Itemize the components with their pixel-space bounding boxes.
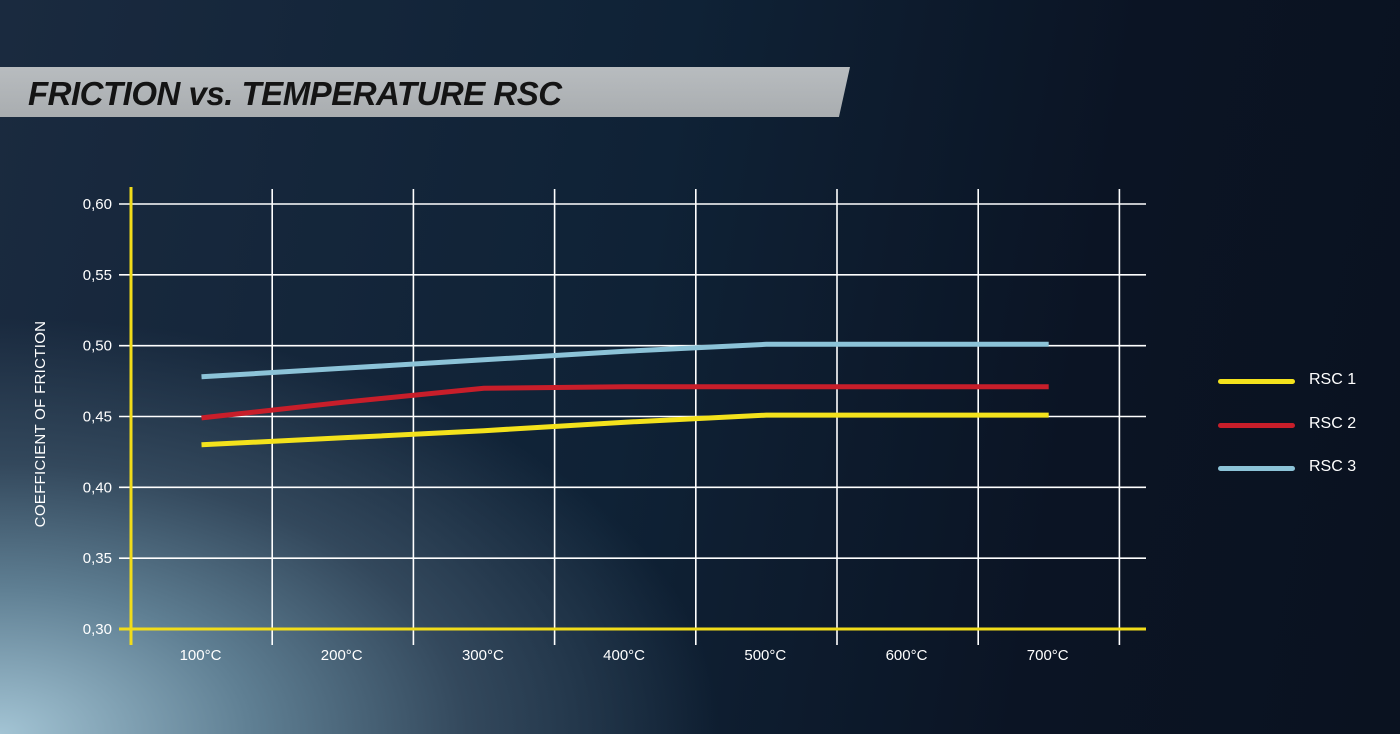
x-tick-label: 200°C (321, 647, 363, 664)
legend-label-rsc1: RSC 1 (1309, 371, 1357, 388)
x-tick-label: 500°C (744, 647, 786, 664)
x-tick-label: 600°C (886, 647, 928, 664)
y-axis-label: COEFFICIENT OF FRICTION (32, 321, 49, 528)
legend-label-rsc3: RSC 3 (1309, 458, 1357, 475)
legend-item-rsc3: RSC 3 (1218, 455, 1388, 499)
y-tick-label: 0,30 (83, 621, 112, 638)
x-tick-label: 400°C (603, 647, 645, 664)
y-tick-labels: 0,30 0,35 0,40 0,45 0,50 0,55 0,60 (83, 196, 112, 638)
x-tick-label: 700°C (1027, 647, 1069, 664)
series-line-rsc1 (201, 412, 1049, 448)
series-line-rsc2 (201, 384, 1049, 421)
y-tick-label: 0,55 (83, 267, 112, 284)
series-line-rsc3 (201, 341, 1049, 380)
x-tick-labels: 100°C 200°C 300°C 400°C 500°C 600°C 700°C (180, 647, 1069, 664)
y-tick-label: 0,40 (83, 479, 112, 496)
legend-swatch-rsc2 (1218, 422, 1295, 428)
series-lines (201, 341, 1049, 448)
chart-title: FRICTION vs. TEMPERATURE RSC (28, 75, 562, 112)
legend-swatch-rsc1 (1218, 379, 1295, 384)
y-tick-label: 0,50 (83, 338, 112, 355)
legend-item-rsc1: RSC 1 (1218, 368, 1388, 412)
y-tick-label: 0,45 (83, 409, 112, 426)
y-tick-label: 0,60 (83, 196, 112, 213)
legend-swatch-rsc3 (1218, 466, 1295, 471)
y-tick-label: 0,35 (83, 550, 112, 567)
legend-item-rsc2: RSC 2 (1218, 412, 1388, 456)
title-banner: FRICTION vs. TEMPERATURE RSC (0, 67, 850, 117)
x-tick-label: 100°C (180, 647, 222, 664)
x-tick-label: 300°C (462, 647, 504, 664)
legend-label-rsc2: RSC 2 (1309, 414, 1357, 432)
legend: RSC 1 RSC 2 RSC 3 (1218, 368, 1388, 499)
axes (119, 187, 1146, 645)
